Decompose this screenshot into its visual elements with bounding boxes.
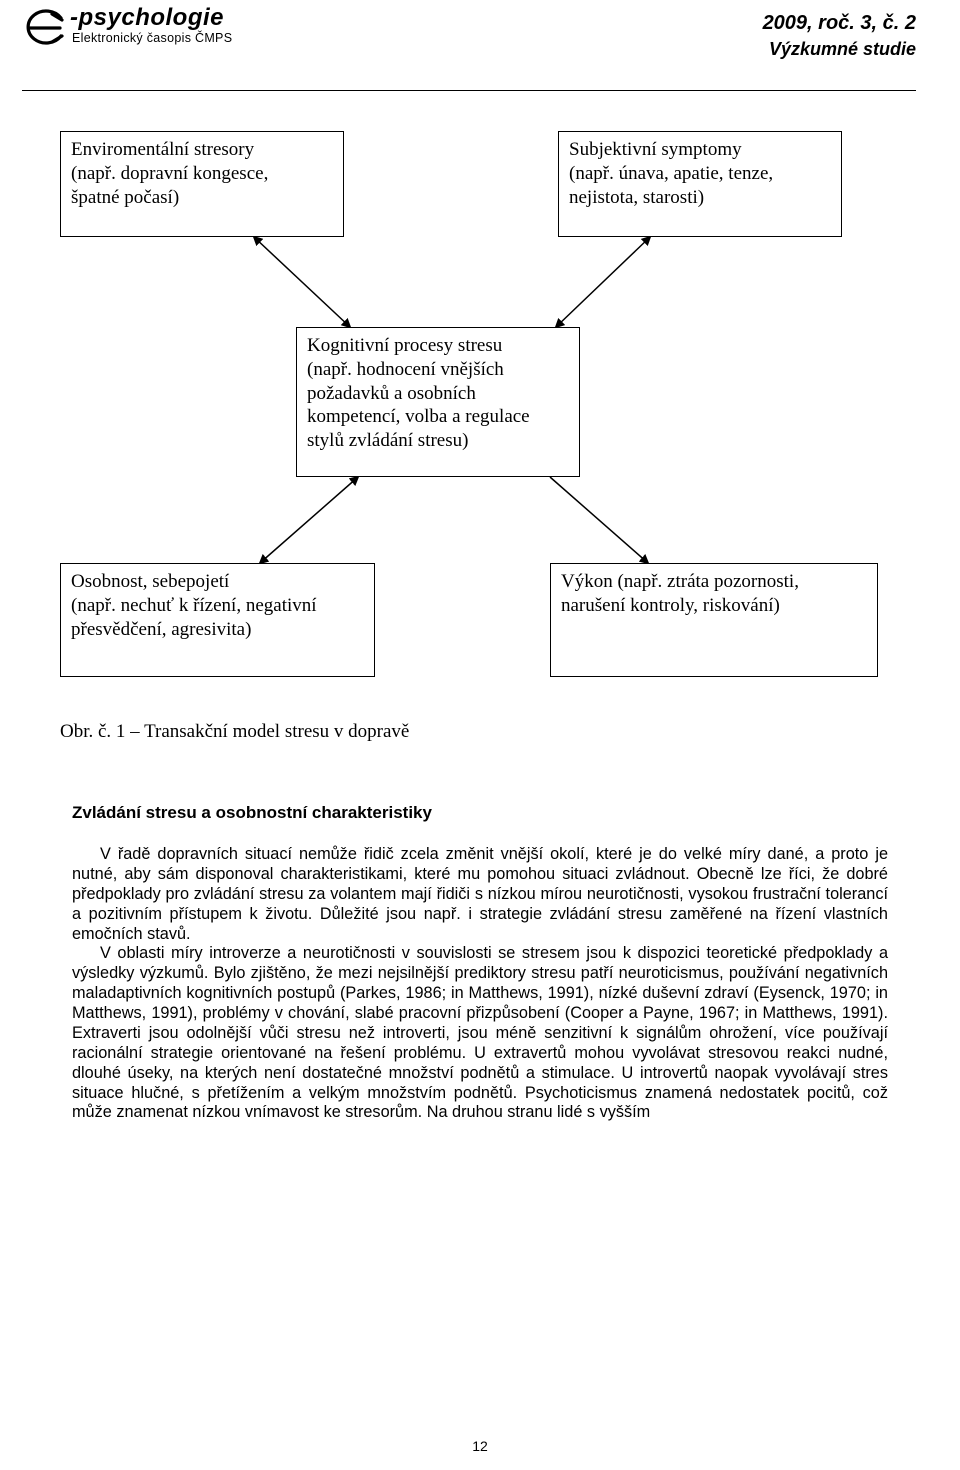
diagram-edge-cog-perf [550, 477, 648, 563]
diagram-node-cog: Kognitivní procesy stresu (např. hodnoce… [296, 327, 580, 477]
diagram-edge-cog-subj [556, 237, 650, 327]
page-number: 12 [0, 1438, 960, 1454]
diagram-edge-pers-cog [260, 477, 358, 563]
issue-section: Výzkumné studie [763, 39, 916, 60]
article-body: Zvládání stresu a osobnostní charakteris… [72, 803, 888, 1123]
issue-block: 2009, roč. 3, č. 2 Výzkumné studie [763, 12, 916, 60]
diagram-node-env: Enviromentální stresory (např. dopravní … [60, 131, 344, 237]
paragraph-1: V řadě dopravních situací nemůže řidič z… [72, 845, 888, 944]
stress-model-diagram: Obr. č. 1 – Transakční model stresu v do… [60, 131, 924, 751]
issue-info: 2009, roč. 3, č. 2 [763, 12, 916, 35]
diagram-node-pers: Osobnost, sebepojetí (např. nechuť k říz… [60, 563, 375, 677]
logo-text: -psychologie Elektronický časopis ČMPS [70, 6, 232, 45]
journal-title: -psychologie [70, 6, 232, 30]
journal-logo: -psychologie Elektronický časopis ČMPS [22, 6, 232, 50]
journal-subtitle: Elektronický časopis ČMPS [72, 32, 232, 45]
diagram-edge-env-cog [254, 237, 350, 327]
page-header: -psychologie Elektronický časopis ČMPS 2… [22, 0, 916, 91]
figure-caption: Obr. č. 1 – Transakční model stresu v do… [60, 721, 409, 743]
paragraph-2: V oblasti míry introverze a neurotičnost… [72, 944, 888, 1123]
e-logo-icon [22, 6, 66, 50]
section-heading: Zvládání stresu a osobnostní charakteris… [72, 803, 888, 823]
page: -psychologie Elektronický časopis ČMPS 2… [0, 0, 960, 1470]
diagram-node-perf: Výkon (např. ztráta pozornosti, narušení… [550, 563, 878, 677]
diagram-node-subj: Subjektivní symptomy (např. únava, apati… [558, 131, 842, 237]
